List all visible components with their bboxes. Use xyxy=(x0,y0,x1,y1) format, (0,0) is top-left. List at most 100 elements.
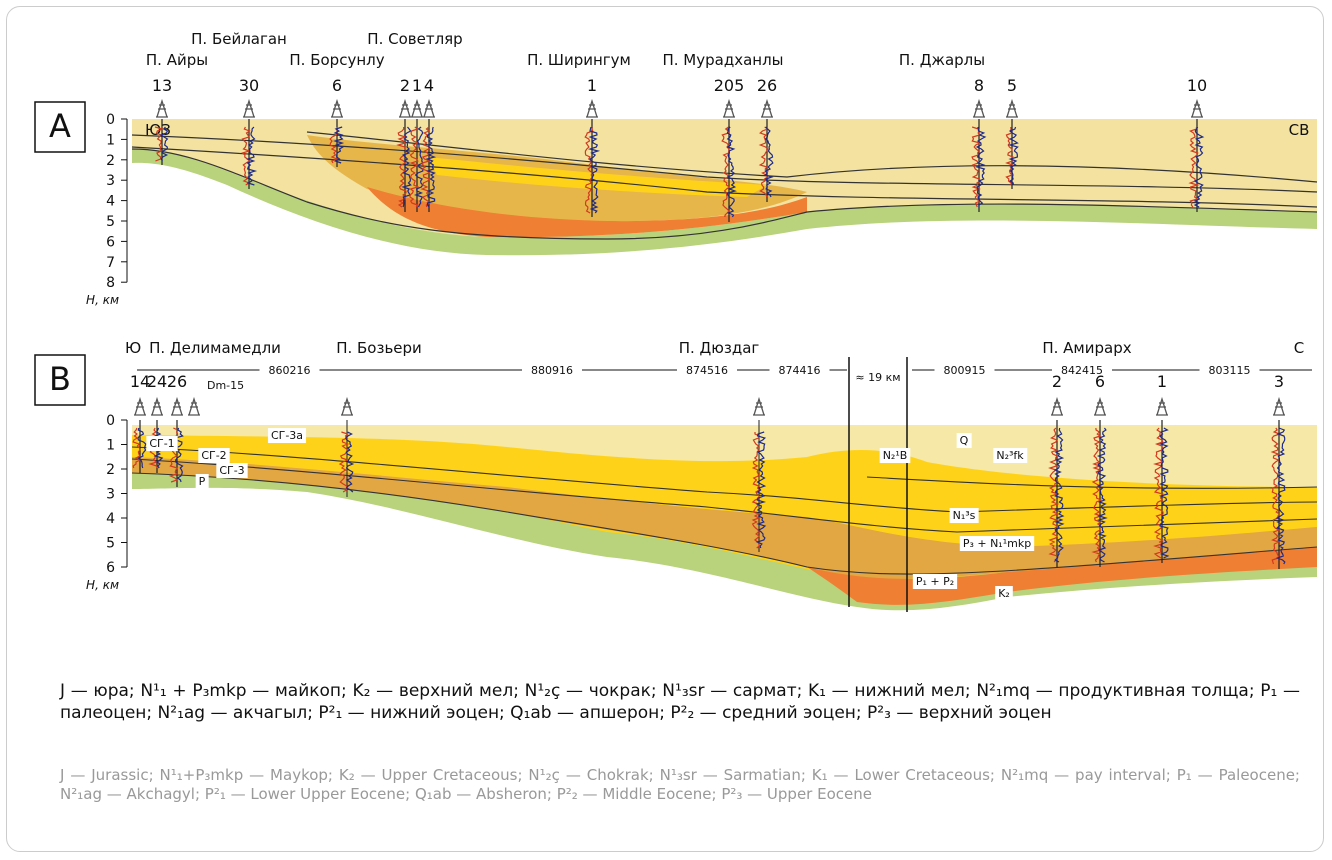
well-code: Dm-15 xyxy=(207,379,244,392)
depth-tick-label: 5 xyxy=(106,214,115,230)
panel-label: B xyxy=(49,360,71,398)
derrick-icon xyxy=(411,98,423,118)
formation-label-box xyxy=(956,433,972,448)
profile-id: 842415 xyxy=(1061,364,1103,377)
section-b-geology xyxy=(131,357,1318,612)
field-name: П. Дюздаг xyxy=(679,339,760,357)
profile-id: 874416 xyxy=(779,364,821,377)
well-log xyxy=(1193,126,1205,208)
derrick-icon xyxy=(1094,396,1106,416)
formation-label: N₂³fk xyxy=(996,449,1024,462)
derrick-icon xyxy=(586,98,598,118)
well-log xyxy=(137,427,147,469)
formation-label: K₂ xyxy=(998,587,1010,600)
derrick xyxy=(586,98,598,118)
well-log xyxy=(975,126,987,208)
derrick xyxy=(1191,98,1203,118)
formation-label: СГ-2 xyxy=(201,449,226,462)
derrick xyxy=(753,396,765,416)
depth-axis-label: H, км xyxy=(86,293,119,307)
derrick-icon xyxy=(973,98,985,118)
derrick xyxy=(156,98,168,118)
section-a-geology xyxy=(131,119,1318,256)
profile-id: 874516 xyxy=(686,364,728,377)
field-name: П. Борсунлу xyxy=(289,51,384,69)
derrick-icon xyxy=(331,98,343,118)
well-log xyxy=(1188,126,1200,208)
well-log xyxy=(241,126,252,186)
panel-label-box xyxy=(34,354,86,406)
well-number: 13 xyxy=(152,76,172,95)
well-number: 24 xyxy=(147,372,167,391)
derrick xyxy=(331,98,343,118)
depth-tick-label: 3 xyxy=(106,487,115,503)
formation-label-box xyxy=(267,428,307,443)
derrick xyxy=(1156,396,1168,416)
derrick-icon xyxy=(1051,396,1063,416)
depth-tick-label: 3 xyxy=(106,173,115,189)
gap-label: ≈ 19 км xyxy=(855,371,900,384)
well-number: 1 xyxy=(412,76,422,95)
well-log xyxy=(159,126,169,162)
derrick-icon xyxy=(753,396,765,416)
derrick xyxy=(1273,396,1285,416)
well-number: 6 xyxy=(332,76,342,95)
well-log xyxy=(726,126,737,218)
depth-tick-label: 2 xyxy=(106,153,115,169)
well-number: 10 xyxy=(1187,76,1207,95)
derrick-icon xyxy=(423,98,435,118)
well-number: 205 xyxy=(714,76,745,95)
derrick-icon xyxy=(243,98,255,118)
depth-tick-label: 1 xyxy=(106,132,115,148)
well-log xyxy=(332,126,345,164)
formation-label: СГ-1 xyxy=(149,437,174,450)
derrick-icon xyxy=(171,396,183,416)
field-name: П. Делимамедли xyxy=(149,339,281,357)
well-log xyxy=(154,126,165,162)
profile-id: 880916 xyxy=(531,364,573,377)
formation-label: N₁³s xyxy=(953,509,976,522)
well-log xyxy=(132,427,142,469)
well-log xyxy=(1007,126,1019,186)
well-number: 1 xyxy=(1157,372,1167,391)
well-log xyxy=(420,126,432,208)
well-log xyxy=(587,126,601,214)
well-log xyxy=(584,126,594,214)
depth-tick-label: 0 xyxy=(106,112,115,128)
formation-label: СГ-3 xyxy=(219,464,244,477)
derrick xyxy=(723,98,735,118)
derrick-icon xyxy=(341,396,353,416)
well-log xyxy=(344,431,355,493)
formation-label: P₁ + P₂ xyxy=(916,575,954,588)
field-name: П. Бозьери xyxy=(336,339,422,357)
well-log xyxy=(755,431,767,549)
depth-tick-label: 6 xyxy=(106,560,115,576)
figure-card: A ЮЗ СВ 0 1 2 3 4 5 6 7 8 H, км П. Айры П. Бейлаган П. … xyxy=(6,6,1324,852)
panel-label-box xyxy=(34,101,86,153)
derrick-icon xyxy=(1006,98,1018,118)
profile-id: 800915 xyxy=(944,364,986,377)
well-log xyxy=(721,126,731,218)
derrick-icon xyxy=(134,396,146,416)
derrick-icon xyxy=(1156,396,1168,416)
well-log xyxy=(401,126,412,208)
depth-tick-label: 0 xyxy=(106,413,115,429)
well-log xyxy=(1275,427,1286,565)
well-log xyxy=(174,427,184,483)
formation-label-box xyxy=(198,448,230,463)
depth-tick-label: 4 xyxy=(106,511,115,527)
well-log xyxy=(413,126,424,208)
derrick xyxy=(423,98,435,118)
derrick xyxy=(761,98,773,118)
panel-label: A xyxy=(49,107,71,145)
formation-label: P xyxy=(199,475,206,488)
formation-label-box xyxy=(912,574,958,589)
field-name: П. Бейлаган xyxy=(191,30,287,48)
well-number: 8 xyxy=(974,76,984,95)
well-number: 14 xyxy=(130,372,150,391)
well-number: 26 xyxy=(167,372,187,391)
well-log xyxy=(1005,126,1014,186)
direction-label: С xyxy=(1294,339,1304,357)
derrick xyxy=(134,396,146,416)
